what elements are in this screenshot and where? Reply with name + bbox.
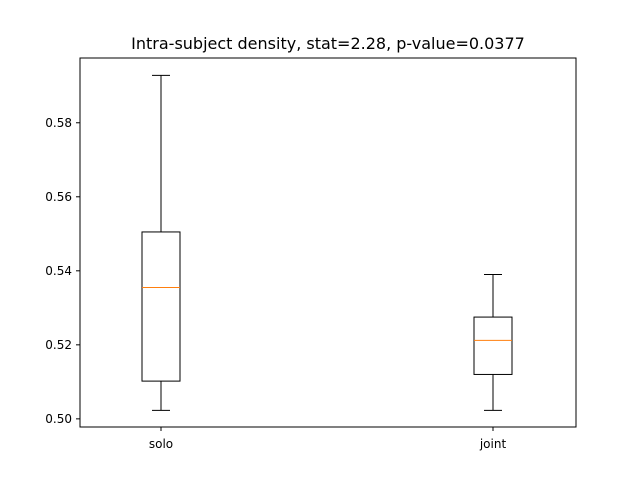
box-solo: [141, 231, 181, 382]
y-tick-label: 0.54: [45, 264, 72, 278]
y-tick-label: 0.50: [45, 412, 72, 426]
plot-frame: [79, 57, 577, 428]
x-tick-label: joint: [479, 437, 507, 451]
x-tick-label: solo: [149, 437, 173, 451]
box-joint: [473, 316, 513, 375]
y-tick-label: 0.58: [45, 116, 72, 130]
y-tick-label: 0.52: [45, 338, 72, 352]
y-tick-label: 0.56: [45, 190, 72, 204]
chart-title: Intra-subject density, stat=2.28, p-valu…: [131, 34, 525, 53]
